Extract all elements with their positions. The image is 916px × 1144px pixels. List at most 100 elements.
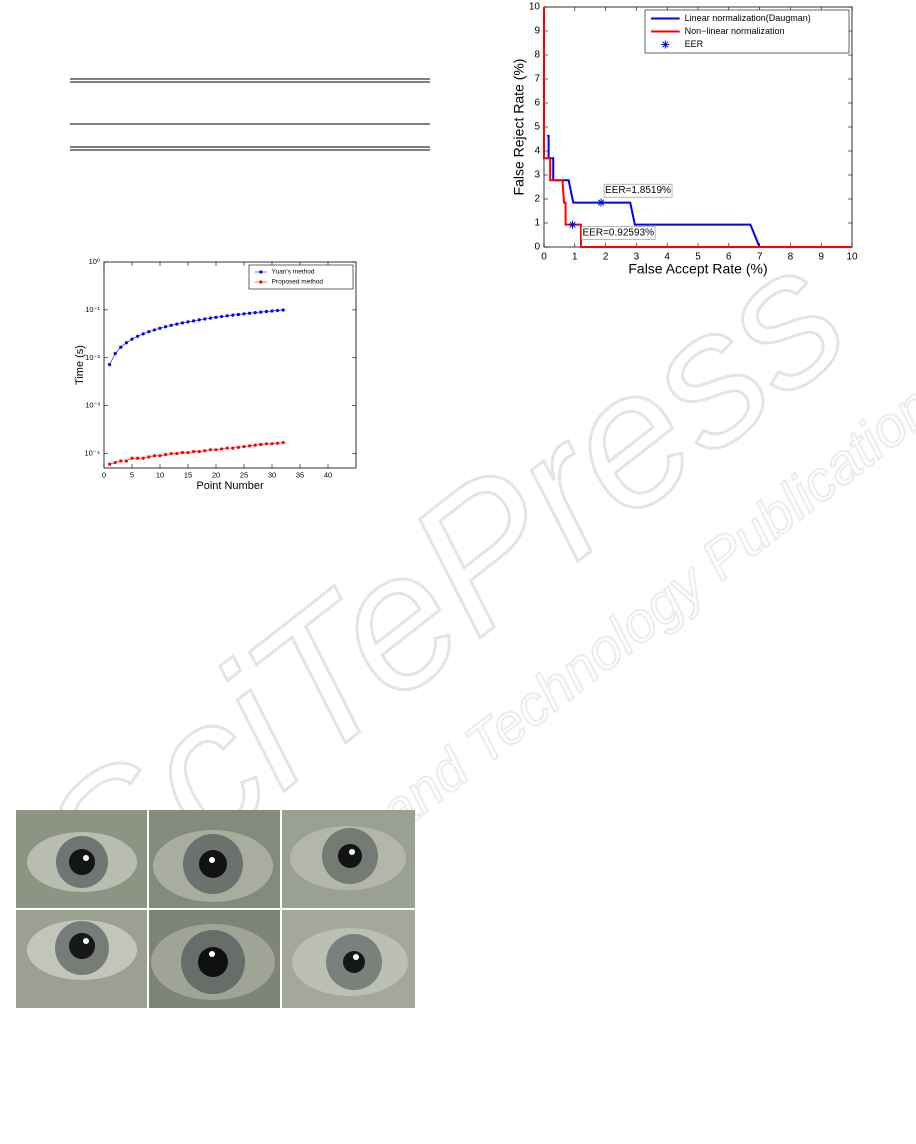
marker bbox=[242, 312, 246, 316]
marker bbox=[147, 455, 151, 459]
marker bbox=[208, 316, 212, 320]
marker bbox=[119, 345, 123, 349]
marker bbox=[259, 442, 263, 447]
marker bbox=[270, 309, 274, 313]
x-tick-label: 7 bbox=[757, 252, 763, 263]
x-tick-label: 8 bbox=[788, 252, 794, 263]
marker bbox=[242, 444, 246, 449]
y-tick-label: 4 bbox=[534, 146, 540, 157]
marker bbox=[276, 308, 280, 313]
marker bbox=[264, 442, 268, 446]
eye-image bbox=[282, 910, 415, 1008]
annotation: EER=0.92593% bbox=[583, 227, 655, 238]
annotation-box bbox=[603, 183, 673, 198]
marker bbox=[175, 451, 179, 456]
y-tick-label: 3 bbox=[534, 170, 540, 181]
marker bbox=[220, 314, 224, 319]
x-tick-label: 5 bbox=[130, 470, 134, 479]
marker bbox=[248, 444, 252, 448]
y-axis-label: False Reject Rate (%) bbox=[511, 59, 527, 196]
x-tick-label: 40 bbox=[324, 470, 332, 479]
marker bbox=[124, 459, 128, 463]
marker bbox=[281, 440, 285, 445]
marker bbox=[259, 310, 263, 314]
marker bbox=[113, 460, 117, 465]
annotation-box bbox=[581, 226, 656, 240]
y-tick-label: 10⁻⁴ bbox=[84, 449, 100, 458]
marker bbox=[225, 446, 229, 450]
series-line bbox=[543, 7, 852, 248]
marker bbox=[236, 312, 240, 317]
marker bbox=[253, 311, 257, 315]
x-tick-label: 10 bbox=[156, 470, 164, 479]
eye-image bbox=[149, 810, 280, 908]
marker bbox=[130, 337, 134, 341]
chart: 0 5 10 15 20 25 30 35 40 10⁻⁴ 10⁻³ 10⁻² 10⁻¹ 10⁰ Yuan'… bbox=[74, 257, 357, 492]
legend-label: Yuan's method bbox=[272, 269, 315, 276]
marker bbox=[180, 450, 184, 455]
marker bbox=[197, 449, 201, 454]
marker bbox=[197, 318, 201, 322]
marker bbox=[214, 315, 218, 319]
marker bbox=[136, 456, 140, 460]
x-tick-label: 25 bbox=[240, 470, 248, 479]
y-tick-label: 10⁻² bbox=[85, 353, 100, 362]
x-axis-label: Point Number bbox=[196, 480, 264, 492]
legend-label: Proposed method bbox=[272, 279, 324, 286]
marker bbox=[169, 323, 173, 327]
marker bbox=[231, 313, 235, 317]
table-rules bbox=[70, 78, 430, 151]
marker bbox=[124, 341, 128, 345]
eye-image bbox=[16, 910, 147, 1008]
x-axis-label: False Accept Rate (%) bbox=[628, 261, 767, 277]
legend-swatch bbox=[259, 280, 263, 284]
marker bbox=[597, 198, 606, 207]
x-tick-label: 4 bbox=[664, 252, 670, 263]
marker bbox=[136, 334, 140, 338]
marker bbox=[192, 319, 196, 323]
x-tick-label: 2 bbox=[603, 252, 609, 263]
chart: 0 1 2 3 4 5 6 7 8 9 10 0 1 2 3 4 5 6 7 8 9 10 EER=1.8519% EER=0… bbox=[511, 2, 858, 277]
x-tick-label: 3 bbox=[634, 252, 640, 263]
marker bbox=[119, 459, 123, 463]
marker bbox=[248, 311, 252, 315]
marker bbox=[152, 328, 156, 332]
legend-label: EER bbox=[685, 39, 704, 49]
marker bbox=[203, 317, 207, 321]
marker bbox=[236, 445, 240, 449]
legend-box bbox=[248, 264, 354, 290]
marker bbox=[152, 454, 156, 458]
x-tick-label: 30 bbox=[268, 470, 276, 479]
marker bbox=[164, 453, 168, 457]
marker bbox=[186, 450, 190, 455]
x-tick-label: 1 bbox=[572, 252, 578, 263]
x-tick-label: 20 bbox=[212, 470, 220, 479]
marker bbox=[225, 314, 229, 318]
marker bbox=[253, 443, 257, 447]
eye-images bbox=[16, 810, 415, 1008]
legend-swatch bbox=[661, 40, 670, 49]
y-tick-label: 10⁻³ bbox=[85, 401, 100, 410]
marker bbox=[147, 330, 151, 334]
marker bbox=[203, 449, 207, 453]
marker bbox=[220, 447, 224, 451]
marker bbox=[264, 309, 268, 314]
marker bbox=[281, 308, 285, 312]
y-tick-label: 10 bbox=[529, 2, 541, 13]
x-tick-label: 9 bbox=[818, 252, 824, 263]
marker bbox=[208, 448, 212, 452]
plot-frame bbox=[103, 261, 357, 469]
marker bbox=[169, 451, 173, 456]
y-tick-label: 1 bbox=[534, 218, 540, 229]
x-tick-label: 5 bbox=[695, 252, 701, 263]
y-tick-label: 7 bbox=[534, 74, 540, 85]
y-axis-label: Time (s) bbox=[74, 345, 86, 385]
marker bbox=[158, 454, 162, 458]
eye-image bbox=[16, 810, 147, 908]
x-tick-label: 0 bbox=[102, 470, 106, 479]
legend-swatch bbox=[259, 270, 263, 274]
marker bbox=[186, 320, 190, 324]
y-tick-label: 6 bbox=[534, 98, 540, 109]
